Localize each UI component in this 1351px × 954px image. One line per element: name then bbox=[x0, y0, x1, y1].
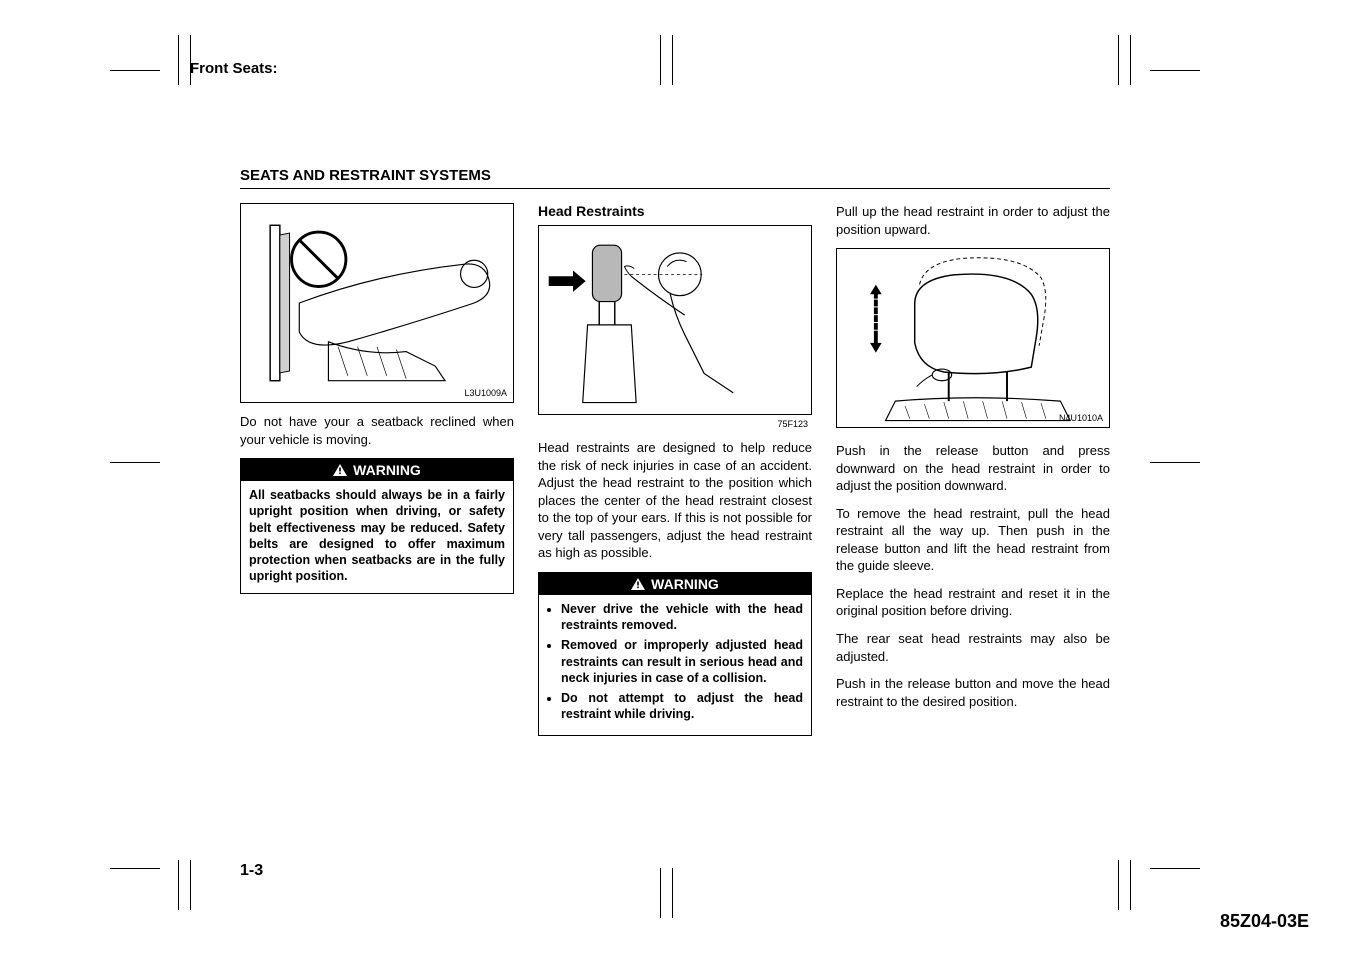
figure-head-restraint-adjust bbox=[538, 225, 812, 415]
crop-mark bbox=[178, 860, 179, 910]
p6: Push in the release button and move the … bbox=[836, 675, 1110, 710]
figure-headrest-detail: N4U1010A bbox=[836, 248, 1110, 428]
subhead-head-restraints: Head Restraints bbox=[538, 203, 812, 219]
warning-box-head-restraints: WARNING Never drive the vehicle with the… bbox=[538, 572, 812, 736]
p1: Pull up the head restraint in order to a… bbox=[836, 203, 1110, 238]
p3: To remove the head restraint, pull the h… bbox=[836, 505, 1110, 575]
warning-item: Never drive the vehicle with the head re… bbox=[561, 601, 803, 634]
warning-triangle-icon bbox=[333, 464, 347, 476]
illustration-head-restraint-adjust bbox=[539, 226, 811, 414]
warning-triangle-icon bbox=[631, 578, 645, 590]
column-2: Head Restraints bbox=[538, 203, 812, 748]
figure-code: L3U1009A bbox=[464, 388, 507, 398]
page-number: 1-3 bbox=[240, 862, 263, 880]
paragraph-head-restraints: Head restraints are designed to help red… bbox=[538, 439, 812, 562]
warning-label: WARNING bbox=[353, 462, 421, 478]
illustration-headrest-detail bbox=[837, 249, 1109, 427]
figure-code: N4U1010A bbox=[1059, 413, 1103, 423]
p4: Replace the head restraint and reset it … bbox=[836, 585, 1110, 620]
header-label: Front Seats: bbox=[190, 60, 1160, 77]
p2: Push in the release button and press dow… bbox=[836, 442, 1110, 495]
warning-head: WARNING bbox=[539, 573, 811, 595]
warning-item: Removed or improperly adjusted head rest… bbox=[561, 637, 803, 686]
crop-mark bbox=[110, 868, 160, 869]
illustration-seatback bbox=[241, 204, 513, 402]
warning-item: Do not attempt to adjust the head restra… bbox=[561, 690, 803, 723]
warning-head: WARNING bbox=[241, 459, 513, 481]
warning-list: Never drive the vehicle with the head re… bbox=[547, 601, 803, 723]
doc-code: 85Z04-03E bbox=[1220, 911, 1309, 932]
warning-body-list: Never drive the vehicle with the head re… bbox=[539, 595, 811, 735]
page-content: Front Seats: SEATS AND RESTRAINT SYSTEMS bbox=[190, 60, 1160, 880]
crop-mark bbox=[178, 35, 179, 85]
figure-code: 75F123 bbox=[538, 419, 812, 429]
figure-seatback-reclined: L3U1009A bbox=[240, 203, 514, 403]
warning-body: All seatbacks should always be in a fair… bbox=[241, 481, 513, 593]
column-3: Pull up the head restraint in order to a… bbox=[836, 203, 1110, 748]
section-title: SEATS AND RESTRAINT SYSTEMS bbox=[240, 167, 1110, 189]
crop-mark bbox=[110, 70, 160, 71]
crop-mark bbox=[110, 462, 160, 463]
column-1: L3U1009A Do not have your a seatback rec… bbox=[240, 203, 514, 748]
warning-label: WARNING bbox=[651, 576, 719, 592]
columns: L3U1009A Do not have your a seatback rec… bbox=[240, 203, 1110, 748]
p5: The rear seat head restraints may also b… bbox=[836, 630, 1110, 665]
warning-box-seatback: WARNING All seatbacks should always be i… bbox=[240, 458, 514, 594]
caption-text: Do not have your a seatback reclined whe… bbox=[240, 413, 514, 448]
